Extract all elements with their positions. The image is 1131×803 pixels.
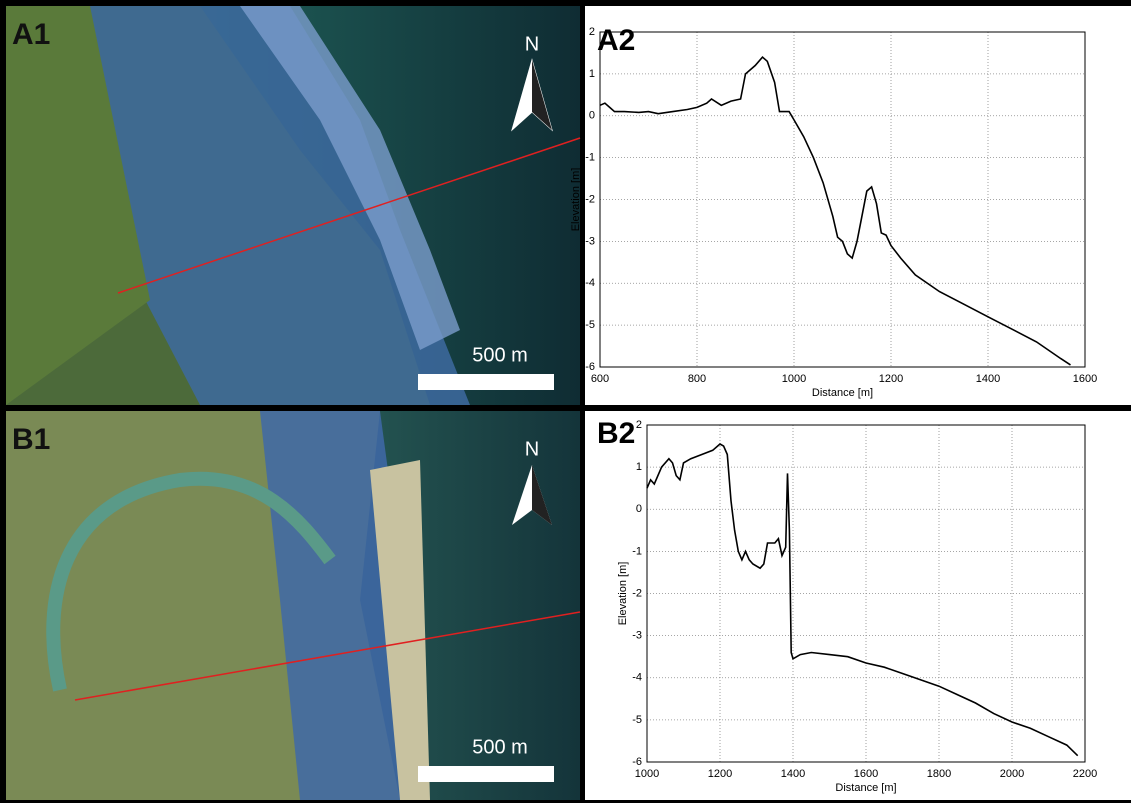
figure: N 500 m A1 N 500 m B1 600800100012001400… [0,0,1131,803]
map-a1: N 500 m A1 [6,6,580,405]
north-label: N [525,438,539,460]
scale-bar [418,374,554,390]
x-axis-label: Distance [m] [812,387,873,399]
panel-label: B2 [597,417,635,450]
y-tick-label: -6 [585,361,595,373]
y-tick-label: -2 [585,193,595,205]
map-b1: N 500 m B1 [6,411,580,800]
y-tick-label: -2 [632,587,642,599]
x-tick-label: 1400 [976,373,1000,385]
x-tick-label: 2200 [1073,768,1097,780]
scale-label: 500 m [472,344,528,366]
scale-label: 500 m [472,736,528,758]
y-tick-label: -3 [632,630,642,642]
y-tick-label: 2 [636,419,642,431]
panel-label: A2 [597,24,635,57]
y-tick-label: -4 [585,277,595,289]
x-tick-label: 1600 [1073,373,1097,385]
y-tick-label: 0 [589,110,595,122]
x-tick-label: 1200 [708,768,732,780]
x-tick-label: 1200 [879,373,903,385]
y-tick-label: 1 [636,461,642,473]
north-label: N [525,33,539,55]
panel-label: A1 [12,18,50,51]
chart-panel [585,6,1131,405]
x-tick-label: 800 [688,373,706,385]
x-tick-label: 1000 [782,373,806,385]
y-tick-label: -5 [585,319,595,331]
panel-label: B1 [12,423,50,456]
chart-panel [585,411,1131,800]
y-tick-label: 0 [636,503,642,515]
y-axis-label: Elevation [m] [570,168,582,232]
y-tick-label: -6 [632,756,642,768]
y-tick-label: -1 [585,152,595,164]
x-tick-label: 1600 [854,768,878,780]
y-tick-label: -5 [632,714,642,726]
x-axis-label: Distance [m] [835,782,896,794]
x-tick-label: 2000 [1000,768,1024,780]
y-tick-label: 2 [589,26,595,38]
x-tick-label: 1400 [781,768,805,780]
y-tick-label: -1 [632,545,642,557]
y-axis-label: Elevation [m] [617,562,629,626]
scale-bar [418,766,554,782]
y-tick-label: -3 [585,235,595,247]
x-tick-label: 1800 [927,768,951,780]
y-tick-label: 1 [589,68,595,80]
x-tick-label: 1000 [635,768,659,780]
y-tick-label: -4 [632,672,642,684]
x-tick-label: 600 [591,373,609,385]
